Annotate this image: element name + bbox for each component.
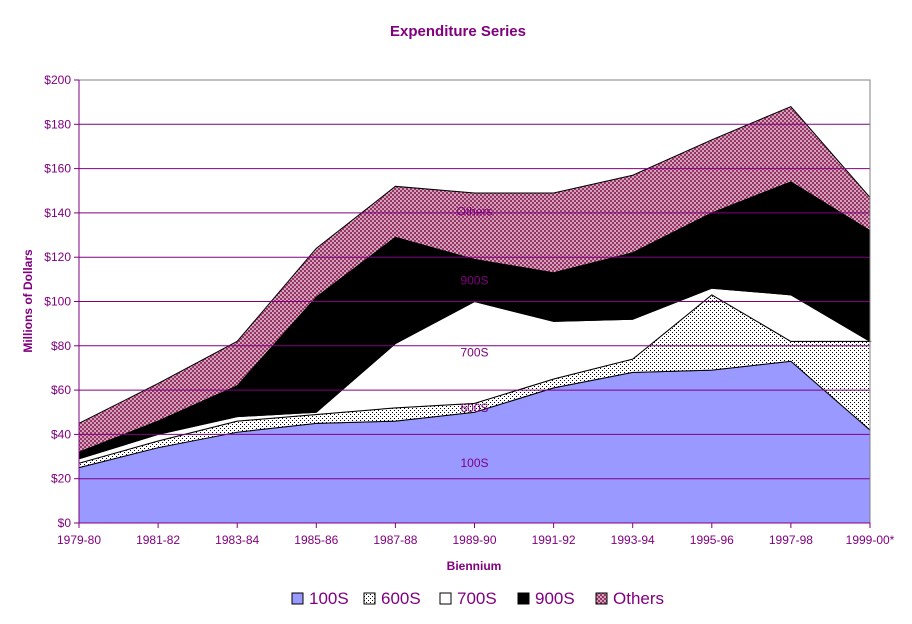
y-tick-label: $200 xyxy=(44,73,71,87)
x-tick-label: 1981-82 xyxy=(136,533,180,547)
chart-title: Expenditure Series xyxy=(390,23,526,40)
series-label-100s: 100S xyxy=(460,456,488,470)
y-tick-label: $0 xyxy=(58,516,72,530)
series-label-others: Others xyxy=(456,205,492,219)
legend: 100S 600S 700S 900S Others xyxy=(291,589,664,608)
legend-label: 100S xyxy=(309,589,349,608)
x-axis-title: Biennium xyxy=(447,559,502,573)
legend-swatch xyxy=(363,592,376,605)
x-tick-label: 1995-96 xyxy=(690,533,734,547)
area-layers xyxy=(78,105,872,524)
x-tick-label: 1997-98 xyxy=(769,533,813,547)
legend-label: 700S xyxy=(457,589,497,608)
y-tick-label: $80 xyxy=(51,339,71,353)
series-label-900s: 900S xyxy=(460,273,488,287)
legend-swatch xyxy=(291,592,304,605)
legend-item-900s: 900S xyxy=(517,589,575,608)
series-labels: 100S 600S 700S 900S Others xyxy=(456,205,492,471)
legend-label: 900S xyxy=(535,589,575,608)
legend-item-700s: 700S xyxy=(439,589,497,608)
y-tick-label: $40 xyxy=(51,427,71,441)
x-tick-label: 1993-94 xyxy=(611,533,655,547)
gridlines xyxy=(79,79,870,480)
series-label-600s: 600S xyxy=(460,401,488,415)
x-tick-label: 1999-00* xyxy=(846,533,895,547)
legend-swatch xyxy=(439,592,452,605)
legend-item-100s: 100S xyxy=(291,589,349,608)
x-tick-label: 1987-88 xyxy=(373,533,417,547)
x-tick-label: 1983-84 xyxy=(215,533,259,547)
y-tick-label: $180 xyxy=(44,117,71,131)
x-tick-label: 1985-86 xyxy=(294,533,338,547)
y-tick-label: $120 xyxy=(44,250,71,264)
legend-item-others: Others xyxy=(595,589,664,608)
y-tick-label: $60 xyxy=(51,383,71,397)
y-tick-label: $160 xyxy=(44,162,71,176)
x-axis-ticks: 1979-80 1981-82 1983-84 1985-86 1987-88 1989-… xyxy=(57,523,895,547)
x-tick-label: 1991-92 xyxy=(532,533,576,547)
x-tick-label: 1989-90 xyxy=(452,533,496,547)
legend-label: 600S xyxy=(381,589,421,608)
y-tick-label: $100 xyxy=(44,295,71,309)
legend-item-600s: 600S xyxy=(363,589,421,608)
legend-swatch xyxy=(517,592,530,605)
legend-swatch xyxy=(595,592,608,605)
series-label-700s: 700S xyxy=(460,345,488,359)
legend-label: Others xyxy=(613,589,664,608)
x-tick-label: 1979-80 xyxy=(57,533,101,547)
y-axis-title: Millions of Dollars xyxy=(21,249,35,353)
y-axis-ticks: $0 $20 $40 $60 $80 $100 $120 $140 $160 $180 $200 xyxy=(44,73,79,530)
y-tick-label: $20 xyxy=(51,472,71,486)
y-tick-label: $140 xyxy=(44,206,71,220)
